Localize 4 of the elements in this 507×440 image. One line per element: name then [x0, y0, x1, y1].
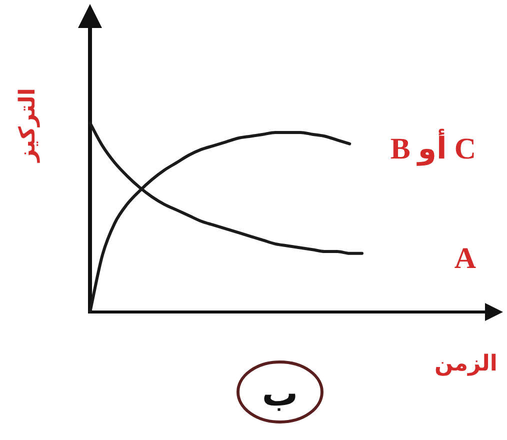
y-axis-title: التركيز [16, 88, 40, 163]
annotation: ب [262, 374, 298, 414]
x-axis-title: الزمن [434, 352, 498, 376]
series-label: A [454, 242, 476, 275]
